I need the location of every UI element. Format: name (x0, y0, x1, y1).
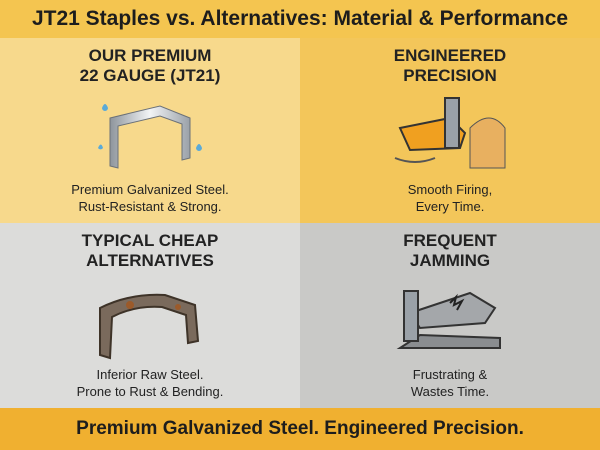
caption-line: Premium Galvanized Steel. (71, 182, 229, 197)
caption-line: Every Time. (415, 199, 485, 214)
panel: OUR PREMIUM 22 GAUGE (JT21) Premium Galva… (0, 38, 300, 223)
panel-title: FREQUENT JAMMING (300, 231, 600, 271)
title-line: ENGINEERED (393, 46, 507, 65)
title-line: OUR PREMIUM (88, 46, 212, 65)
panel-title: OUR PREMIUM 22 GAUGE (JT21) (0, 46, 300, 86)
caption-line: Smooth Firing, (407, 182, 493, 197)
caption: Smooth Firing, Every Time. (300, 181, 600, 215)
caption-line: Wastes Time. (410, 384, 490, 399)
caption-line: Inferior Raw Steel. (96, 367, 204, 382)
title-line: JAMMING (409, 251, 491, 270)
panel: ENGINEERED PRECISION Smooth Firing, Every … (300, 38, 600, 223)
panel-title: ENGINEERED PRECISION (300, 46, 600, 86)
title-line: PRECISION (403, 66, 497, 85)
panel: TYPICAL CHEAP ALTERNATIVES Inferior Raw S… (0, 223, 300, 408)
footer: Premium Galvanized Steel. Engineered Pre… (0, 408, 600, 450)
title-line: TYPICAL CHEAP (81, 231, 219, 250)
caption-line: Frustrating & (412, 367, 488, 382)
panel: FREQUENT JAMMING Frustrating & Wastes Time… (300, 223, 600, 408)
caption: Premium Galvanized Steel. Rust-Resistant … (0, 181, 300, 215)
caption: Inferior Raw Steel. Prone to Rust & Bendi… (0, 366, 300, 400)
title: JT21 Staples vs. Alternatives: Material … (0, 0, 600, 38)
title-line: ALTERNATIVES (86, 251, 214, 270)
caption: Frustrating & Wastes Time. (300, 366, 600, 400)
title-line: 22 GAUGE (JT21) (79, 66, 221, 85)
staple-icon (98, 104, 202, 169)
jammed-stapler-icon (396, 290, 501, 349)
title-line: FREQUENT (403, 231, 497, 250)
rusty-staple-icon (99, 293, 200, 360)
panel-title: TYPICAL CHEAP ALTERNATIVES (0, 231, 300, 271)
caption-line: Rust-Resistant & Strong. (78, 199, 222, 214)
stapler-icon (394, 97, 506, 169)
caption-line: Prone to Rust & Bending. (76, 384, 224, 399)
